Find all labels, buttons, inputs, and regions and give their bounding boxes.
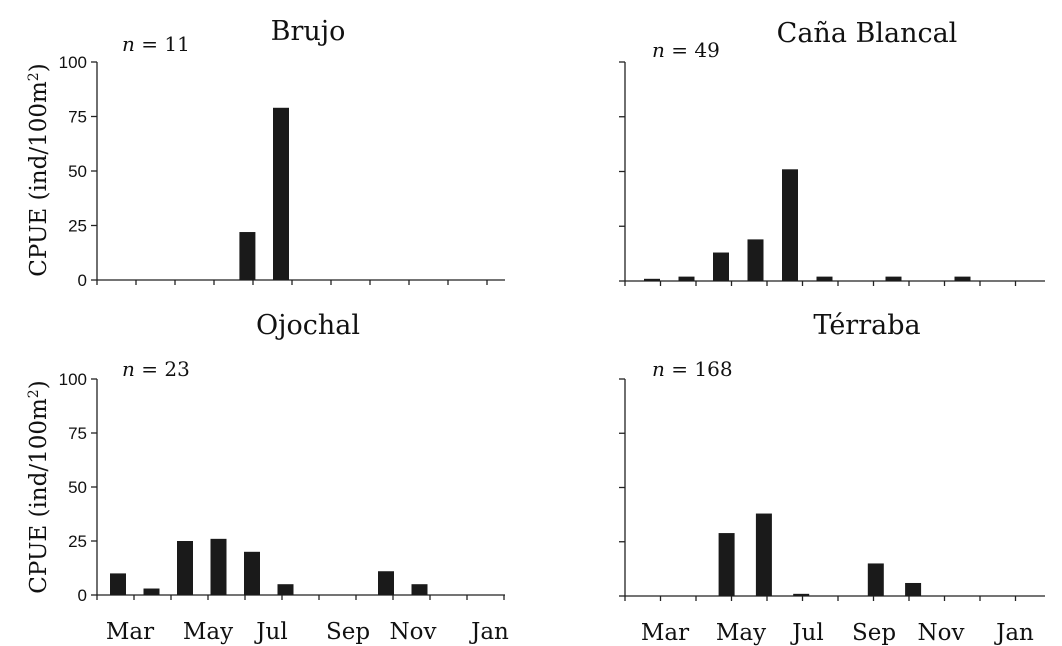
x-tick-label-may: May [716,620,766,646]
panel-title: Brujo [271,16,346,47]
x-tick-label-jul: Jul [790,620,823,646]
sample-size-annotation: n = 168 [652,357,733,381]
bar-nov [378,571,394,595]
y-tick-label: 25 [68,217,87,236]
y-tick-label: 100 [59,53,87,72]
sample-size-annotation: n = 23 [122,357,190,381]
bar-may [718,533,735,596]
bar-mar [110,573,126,595]
y-axis-label-top: CPUE (ind/100m2) [26,63,52,276]
panel-title: Térraba [813,310,920,341]
annotation-n: n [122,357,135,381]
bar-jul [793,593,810,596]
panel-title: Caña Blancal [777,18,958,49]
bar-may [713,252,729,281]
y-tick-label: 75 [68,424,87,443]
panel-cana-blancal: Caña Blancal n = 49 [619,18,1045,286]
x-tick-label-may: May [183,619,233,645]
x-tick-label-sep: Sep [326,619,370,645]
annotation-n: n [122,32,135,56]
x-tick-label-nov: Nov [918,620,965,646]
y-tick-label: 0 [78,586,87,605]
bar-aug [816,276,833,281]
bar-dec [411,584,428,595]
panel-ojochal: Ojochal n = 23 0 25 50 75 100 Mar May Jul Sep Nov Ja… [59,310,509,645]
x-tick-label-jan: Jan [469,619,509,645]
bar-jun [755,513,772,596]
y-tick-label: 25 [68,532,87,551]
annotation-value: = 49 [665,38,720,62]
annotation-n: n [652,38,665,62]
x-tick-label-jan: Jan [994,620,1034,646]
annotation-value: = 11 [135,32,190,56]
bar-may [177,541,193,595]
bar-oct [905,582,922,596]
y-tick-label: 75 [68,108,87,127]
y-axis-label-bottom: CPUE (ind/100m2) [26,380,52,593]
y-tick-label: 0 [78,271,87,290]
bar-mar [644,278,660,281]
bar-jul [244,551,260,595]
y-tick-label: 100 [59,370,87,389]
x-tick-label-jul: Jul [254,619,287,645]
bar-aug [273,107,289,280]
sample-size-annotation: n = 11 [122,32,190,56]
bar-jul [239,232,256,280]
bar-oct [885,276,902,281]
bar-sep [867,563,884,596]
bar-apr [143,588,160,595]
x-tick-label-sep: Sep [852,620,896,646]
x-tick-label-mar: Mar [641,620,689,646]
panel-terraba: Térraba n = 168 Mar May Jul Sep Nov Jan [619,310,1045,646]
panel-title: Ojochal [256,310,360,341]
annotation-n: n [652,357,665,381]
bar-jun [747,239,764,281]
bar-jul [782,169,798,281]
x-tick-label-nov: Nov [390,619,437,645]
annotation-value: = 23 [135,357,190,381]
y-tick-label: 50 [68,478,87,497]
x-tick-label-mar: Mar [106,619,154,645]
panel-brujo: Brujo n = 11 0 25 50 75 100 [59,16,505,290]
bar-aug [277,584,294,595]
sample-size-annotation: n = 49 [652,38,720,62]
bar-jun [210,538,227,595]
bar-apr [678,276,695,281]
y-tick-label: 50 [68,162,87,181]
annotation-value: = 168 [665,357,733,381]
bar-dec [954,276,971,281]
